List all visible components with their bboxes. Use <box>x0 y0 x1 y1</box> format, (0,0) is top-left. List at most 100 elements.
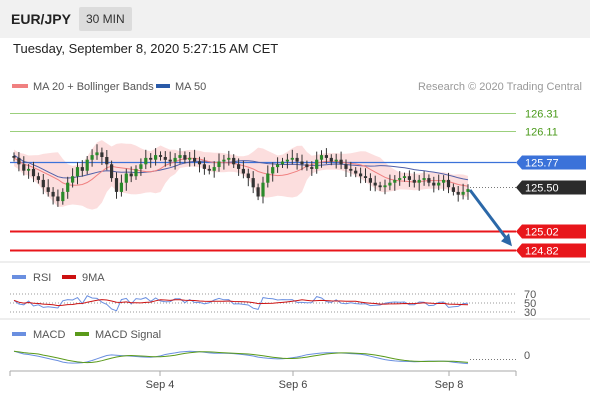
legend-label-ma20: MA 20 + Bollinger Bands <box>33 81 154 93</box>
legend-label-ma50: MA 50 <box>175 81 206 93</box>
candle-body <box>305 164 309 168</box>
legend-label-9ma: 9MA <box>82 272 105 284</box>
symbol-label: EUR/JPY <box>11 11 71 27</box>
candle-body <box>110 164 114 179</box>
candle-body <box>193 157 197 162</box>
candle-body <box>163 157 167 160</box>
candle-body <box>207 168 211 171</box>
rsi-level-30: 30 <box>524 307 536 319</box>
legend-swatch-macd <box>12 332 26 336</box>
legend-swatch-ma20 <box>12 84 28 88</box>
candle-body <box>66 182 70 192</box>
candle-body <box>129 173 133 177</box>
candle-body <box>456 191 460 195</box>
price-level-label: 125.02 <box>525 227 559 239</box>
x-tick-label-sep8: Sep 8 <box>435 379 464 391</box>
candle-body <box>12 156 16 158</box>
candle-body <box>51 191 55 197</box>
candle-body <box>373 182 377 186</box>
candle-body <box>402 176 407 178</box>
interval-button[interactable]: 30 MIN <box>79 7 132 31</box>
price-level-label: 124.82 <box>525 246 559 258</box>
candle-body <box>114 178 119 192</box>
candle-body <box>154 155 158 160</box>
candle-body <box>80 167 84 171</box>
candle-body <box>442 179 446 183</box>
candle-body <box>188 157 192 160</box>
price-level-box <box>516 155 586 170</box>
rsi-level-70: 70 <box>524 289 536 301</box>
candle-body <box>168 159 172 162</box>
rsi-level-50: 50 <box>524 298 536 310</box>
candle-body <box>95 152 99 156</box>
chart-header: EUR/JPY 30 MIN <box>0 0 590 38</box>
candle-body <box>246 173 250 179</box>
candle-body <box>466 189 470 192</box>
price-panel: 126.31 126.11 125.77 125.50 125.02 124.82 <box>10 109 586 258</box>
candle-body <box>344 164 348 169</box>
candle-body <box>71 176 75 183</box>
candle-body <box>407 176 411 180</box>
candle-body <box>295 157 299 162</box>
candle-body <box>393 179 397 183</box>
candle-body <box>300 161 304 165</box>
candle-body <box>422 178 426 180</box>
legend-swatch-rsi <box>12 275 26 279</box>
candle-body <box>100 152 104 157</box>
candle-body <box>285 159 289 162</box>
projection-arrow-shaft <box>468 189 509 241</box>
candle-body <box>315 159 319 169</box>
candle-body <box>334 159 338 162</box>
legend-label-macd-signal: MACD Signal <box>95 329 161 341</box>
candle-body <box>90 155 94 160</box>
candle-body <box>217 161 221 167</box>
candle-body <box>149 157 153 160</box>
candle-body <box>310 167 314 169</box>
candle-body <box>139 164 143 169</box>
rsi-panel <box>10 293 516 313</box>
candle-body <box>241 168 245 174</box>
candle-body <box>183 155 187 160</box>
candle-body <box>280 161 285 165</box>
candle-body <box>36 176 40 180</box>
legend-swatch-ma50 <box>156 84 170 88</box>
candle-body <box>75 167 80 177</box>
price-level-box <box>516 224 586 239</box>
candle-body <box>237 164 241 169</box>
candle-body <box>144 157 148 165</box>
candle-body <box>266 173 270 183</box>
ma20-line <box>13 157 469 187</box>
candle-body <box>388 182 392 186</box>
price-level-box <box>516 180 586 195</box>
candle-body <box>227 157 231 160</box>
macd-signal-line <box>13 350 469 364</box>
candle-body <box>202 164 206 169</box>
candle-body <box>41 179 45 188</box>
legend-label-rsi: RSI <box>33 272 51 284</box>
candle-body <box>56 196 60 202</box>
candle-body <box>22 164 26 171</box>
macd-panel <box>13 350 516 365</box>
candle-body <box>398 178 402 180</box>
candle-body <box>178 155 182 158</box>
candle-body <box>417 179 421 183</box>
candle-body <box>27 168 31 171</box>
candle-body <box>324 155 328 158</box>
candle-body <box>359 173 363 177</box>
price-level-label: 126.11 <box>525 127 558 139</box>
x-tick-label-sep6: Sep 6 <box>279 379 308 391</box>
candle-body <box>61 191 65 202</box>
candle-body <box>339 159 343 165</box>
candle-body <box>46 187 50 192</box>
candle-body <box>354 170 358 174</box>
candle-body <box>232 157 236 165</box>
candle-body <box>427 178 431 183</box>
legend-label-macd: MACD <box>33 329 65 341</box>
candle-body <box>446 179 451 188</box>
bollinger-band <box>14 140 468 210</box>
price-level-box <box>516 243 586 258</box>
timestamp: Tuesday, September 8, 2020 5:27:15 AM CE… <box>13 41 279 56</box>
candle-body <box>290 157 294 160</box>
candle-body <box>378 185 382 188</box>
